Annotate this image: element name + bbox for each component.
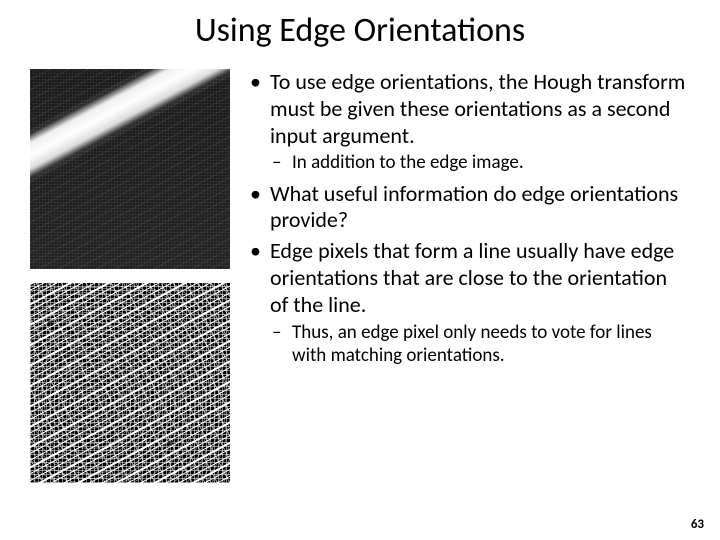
bullet-text: To use edge orientations, the Hough tran… bbox=[270, 68, 685, 149]
bullet-item: What useful information do edge orientat… bbox=[248, 181, 690, 235]
edge-map-image bbox=[30, 283, 230, 483]
text-column: To use edge orientations, the Hough tran… bbox=[248, 69, 690, 483]
bullet-list: To use edge orientations, the Hough tran… bbox=[248, 69, 690, 367]
bullet-item: Edge pixels that form a line usually hav… bbox=[248, 238, 690, 367]
slide: Using Edge Orientations To use edge orie… bbox=[0, 0, 720, 540]
bullet-item: To use edge orientations, the Hough tran… bbox=[248, 69, 690, 175]
sub-list: In addition to the edge image. bbox=[270, 151, 690, 174]
page-number: 63 bbox=[691, 517, 704, 532]
road-image bbox=[30, 69, 230, 269]
sub-list: Thus, an edge pixel only needs to vote f… bbox=[270, 321, 690, 367]
sub-item: Thus, an edge pixel only needs to vote f… bbox=[270, 321, 690, 367]
content-row: To use edge orientations, the Hough tran… bbox=[30, 69, 690, 483]
page-title: Using Edge Orientations bbox=[30, 10, 690, 51]
bullet-text: What useful information do edge orientat… bbox=[270, 180, 678, 234]
image-column bbox=[30, 69, 230, 483]
sub-item: In addition to the edge image. bbox=[270, 151, 690, 174]
bullet-text: Edge pixels that form a line usually hav… bbox=[270, 237, 674, 318]
